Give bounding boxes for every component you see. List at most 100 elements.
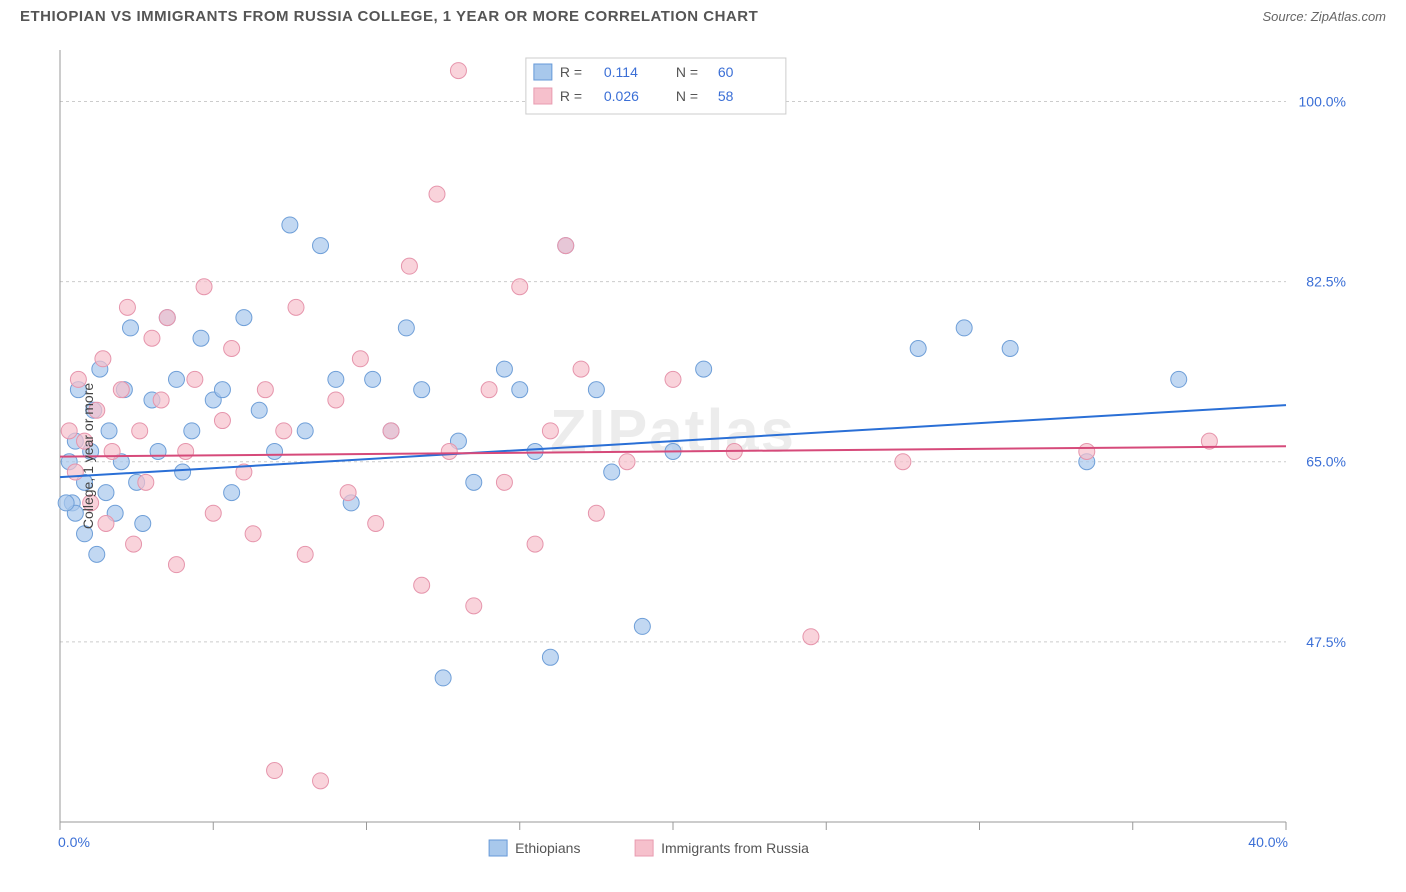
data-point <box>481 382 497 398</box>
data-point <box>1171 371 1187 387</box>
y-axis-label: College, 1 year or more <box>80 383 96 529</box>
data-point <box>604 464 620 480</box>
data-point <box>313 238 329 254</box>
data-point <box>588 382 604 398</box>
data-point <box>288 299 304 315</box>
data-point <box>803 629 819 645</box>
data-point <box>910 341 926 357</box>
data-point <box>619 454 635 470</box>
data-point <box>153 392 169 408</box>
data-point <box>184 423 200 439</box>
data-point <box>178 443 194 459</box>
data-point <box>205 505 221 521</box>
data-point <box>175 464 191 480</box>
data-point <box>159 310 175 326</box>
data-point <box>236 310 252 326</box>
data-point <box>61 423 77 439</box>
data-point <box>512 279 528 295</box>
data-point <box>257 382 273 398</box>
data-point <box>95 351 111 367</box>
bottom-legend-swatch <box>635 840 653 856</box>
data-point <box>282 217 298 233</box>
data-point <box>144 330 160 346</box>
data-point <box>214 413 230 429</box>
data-point <box>573 361 589 377</box>
y-tick-label: 65.0% <box>1306 454 1346 470</box>
data-point <box>634 618 650 634</box>
data-point <box>113 382 129 398</box>
data-point <box>542 423 558 439</box>
source-label: Source: ZipAtlas.com <box>1262 9 1386 24</box>
scatter-chart: 47.5%65.0%82.5%100.0%0.0%40.0%ZIPatlasR … <box>20 40 1366 872</box>
data-point <box>98 515 114 531</box>
data-point <box>89 546 105 562</box>
data-point <box>245 526 261 542</box>
data-point <box>193 330 209 346</box>
legend-r-value: 0.026 <box>604 88 639 104</box>
data-point <box>1079 443 1095 459</box>
legend-n-label: N = <box>676 88 698 104</box>
legend-r-label: R = <box>560 64 582 80</box>
data-point <box>313 773 329 789</box>
data-point <box>251 402 267 418</box>
data-point <box>138 474 154 490</box>
x-tick-label: 0.0% <box>58 834 90 850</box>
legend-n-value: 60 <box>718 64 734 80</box>
data-point <box>297 546 313 562</box>
data-point <box>496 361 512 377</box>
y-tick-label: 82.5% <box>1306 274 1346 290</box>
data-point <box>328 371 344 387</box>
chart-title: ETHIOPIAN VS IMMIGRANTS FROM RUSSIA COLL… <box>20 8 758 25</box>
data-point <box>527 443 543 459</box>
data-point <box>956 320 972 336</box>
data-point <box>122 320 138 336</box>
data-point <box>558 238 574 254</box>
data-point <box>466 598 482 614</box>
legend-swatch <box>534 64 552 80</box>
data-point <box>414 577 430 593</box>
data-point <box>527 536 543 552</box>
data-point <box>168 557 184 573</box>
data-point <box>224 341 240 357</box>
data-point <box>401 258 417 274</box>
data-point <box>58 495 74 511</box>
data-point <box>135 515 151 531</box>
data-point <box>496 474 512 490</box>
data-point <box>383 423 399 439</box>
y-tick-label: 47.5% <box>1306 634 1346 650</box>
data-point <box>466 474 482 490</box>
data-point <box>542 649 558 665</box>
data-point <box>224 485 240 501</box>
data-point <box>267 443 283 459</box>
y-tick-label: 100.0% <box>1299 93 1346 109</box>
data-point <box>435 670 451 686</box>
data-point <box>297 423 313 439</box>
bottom-legend-swatch <box>489 840 507 856</box>
data-point <box>119 299 135 315</box>
data-point <box>132 423 148 439</box>
data-point <box>328 392 344 408</box>
data-point <box>267 763 283 779</box>
data-point <box>214 382 230 398</box>
data-point <box>168 371 184 387</box>
data-point <box>126 536 142 552</box>
data-point <box>588 505 604 521</box>
data-point <box>187 371 203 387</box>
data-point <box>441 443 457 459</box>
data-point <box>276 423 292 439</box>
legend-r-label: R = <box>560 88 582 104</box>
data-point <box>368 515 384 531</box>
data-point <box>365 371 381 387</box>
legend-r-value: 0.114 <box>604 64 638 80</box>
data-point <box>665 371 681 387</box>
legend-swatch <box>534 88 552 104</box>
data-point <box>340 485 356 501</box>
data-point <box>150 443 166 459</box>
data-point <box>450 63 466 79</box>
data-point <box>895 454 911 470</box>
data-point <box>696 361 712 377</box>
chart-container: College, 1 year or more 47.5% 65.0% 82.5% 1… <box>20 40 1386 872</box>
data-point <box>352 351 368 367</box>
data-point <box>101 423 117 439</box>
data-point <box>196 279 212 295</box>
